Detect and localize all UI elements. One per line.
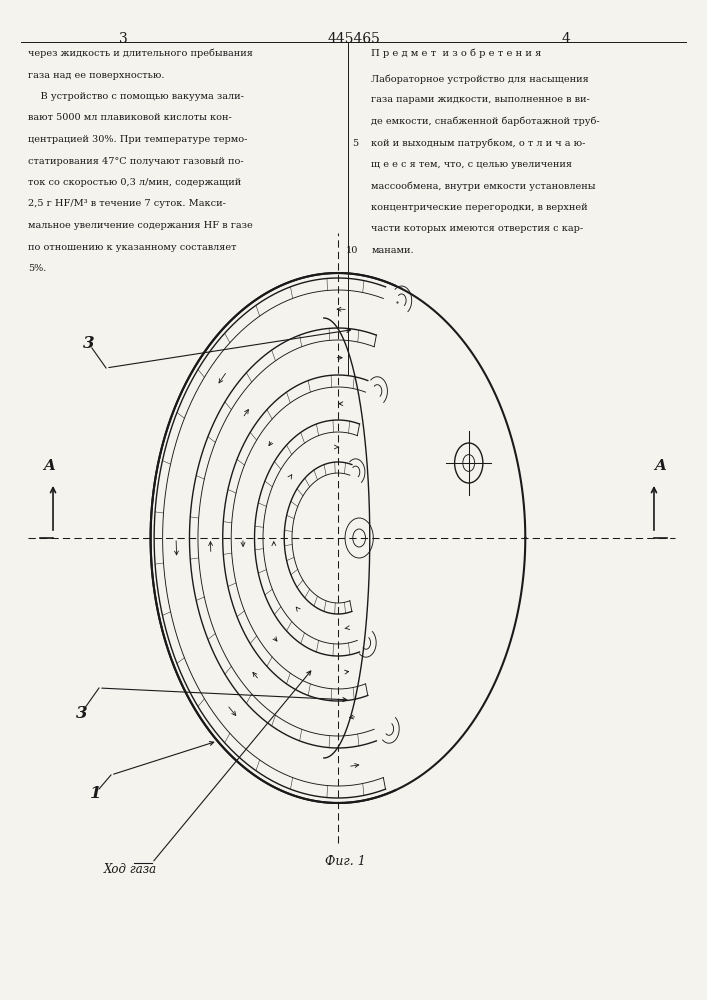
Text: мальное увеличение содержания HF в газе: мальное увеличение содержания HF в газе [28, 221, 253, 230]
Text: A: A [44, 459, 55, 473]
Text: части которых имеются отверстия с кар-: части которых имеются отверстия с кар- [371, 224, 583, 233]
Text: массообмена, внутри емкости установлены: массообмена, внутри емкости установлены [371, 182, 596, 191]
Text: 3: 3 [76, 704, 87, 721]
Text: вают 5000 мл плавиковой кислоты кон-: вают 5000 мл плавиковой кислоты кон- [28, 113, 232, 122]
Text: A: A [654, 459, 665, 473]
Text: через жидкость и длительного пребывания: через жидкость и длительного пребывания [28, 49, 253, 58]
Text: щ е е с я тем, что, с целью увеличения: щ е е с я тем, что, с целью увеличения [371, 160, 572, 169]
Text: 1: 1 [90, 784, 101, 802]
Text: концентрические перегородки, в верхней: концентрические перегородки, в верхней [371, 203, 588, 212]
Text: ток со скоростью 0,3 л/мин, содержащий: ток со скоростью 0,3 л/мин, содержащий [28, 178, 242, 187]
Text: 10: 10 [346, 246, 358, 255]
Text: газа над ее поверхностью.: газа над ее поверхностью. [28, 70, 165, 80]
Text: статирования 47°C получают газовый по-: статирования 47°C получают газовый по- [28, 157, 244, 166]
Text: по отношению к указанному составляет: по отношению к указанному составляет [28, 242, 237, 251]
Text: 5%.: 5%. [28, 264, 47, 273]
Text: центрацией 30%. При температуре термо-: центрацией 30%. При температуре термо- [28, 135, 247, 144]
Text: манами.: манами. [371, 246, 414, 255]
Text: 2,5 г HF/M³ в течение 7 суток. Макси-: 2,5 г HF/M³ в течение 7 суток. Макси- [28, 200, 226, 209]
Text: де емкости, снабженной барботажной труб-: де емкости, снабженной барботажной труб- [371, 117, 600, 126]
Text: В устройство с помощью вакуума зали-: В устройство с помощью вакуума зали- [28, 92, 244, 101]
Text: П р е д м е т  и з о б р е т е н и я: П р е д м е т и з о б р е т е н и я [371, 49, 542, 58]
Text: кой и выходным патрубком, о т л и ч а ю-: кой и выходным патрубком, о т л и ч а ю- [371, 138, 585, 148]
Text: 3: 3 [119, 32, 128, 46]
Text: 3: 3 [83, 334, 94, 352]
Text: Лабораторное устройство для насыщения: Лабораторное устройство для насыщения [371, 74, 589, 84]
Text: 445465: 445465 [327, 32, 380, 46]
Text: 4: 4 [561, 32, 570, 46]
Text: Фиг. 1: Фиг. 1 [325, 855, 366, 868]
Text: Ход газа: Ход газа [104, 863, 158, 876]
Text: 5: 5 [352, 138, 358, 147]
Text: газа парами жидкости, выполненное в ви-: газа парами жидкости, выполненное в ви- [371, 95, 590, 104]
